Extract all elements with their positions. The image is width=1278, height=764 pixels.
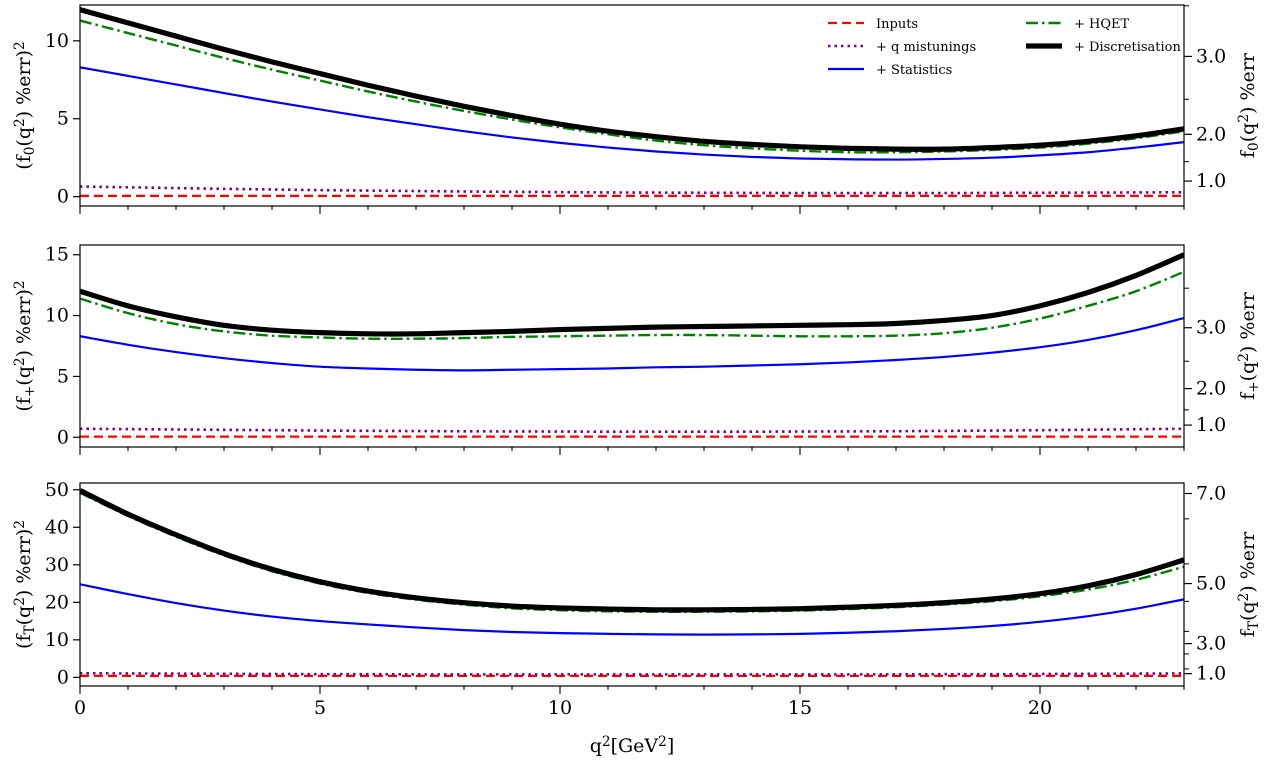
legend: Inputs + q mistunings + Statistics + HQET + … [828, 17, 1181, 78]
series-line-discretisation [80, 252, 1184, 337]
panel-1: 0 5 10 1.0 2.0 3.0 (f0​(q2​) %err)2​ f0​(q2​) %… [12, 4, 1262, 214]
legend-label: + q mistunings [876, 40, 976, 55]
y-tick-label: 0 [57, 666, 69, 688]
panel-2: 0 5 10 15 1.0 2.0 3.0 (f+​(q2​) %err)2​ f+​(q2​)… [12, 244, 1262, 455]
legend-label: + Statistics [876, 63, 952, 78]
right-y-tick-label: 3.0 [1196, 317, 1226, 339]
right-y-tick-label: 3.0 [1196, 45, 1226, 67]
series-line-discretisation [80, 488, 1184, 613]
y-tick-label: 30 [45, 554, 69, 576]
y-tick-label: 5 [57, 365, 69, 387]
right-y-tick-label: 2.0 [1196, 123, 1226, 145]
series-line-statistics [80, 583, 1184, 636]
right-y-tick-label: 7.0 [1196, 483, 1226, 505]
right-y-axis-label: f0​(q2​) %err [1236, 52, 1261, 158]
x-axis-label: q2​[GeV2​] [590, 734, 675, 757]
panel-3: 0 10 20 30 40 50 1.0 3.0 5.0 7.0 (fT​(q2​) %err)2​… [12, 479, 1262, 694]
x-tick-label: 10 [548, 697, 572, 719]
series-line-statistics [80, 316, 1184, 372]
x-tick-label: 20 [1028, 697, 1052, 719]
y-tick-label: 10 [45, 30, 69, 52]
right-y-tick-label: 1.0 [1196, 414, 1226, 436]
right-y-tick-label: 1.0 [1196, 170, 1226, 192]
y-tick-label: 5 [57, 108, 69, 130]
legend-label: Inputs [876, 17, 918, 32]
y-tick-label: 0 [57, 426, 69, 448]
y-tick-label: 20 [45, 591, 69, 613]
right-y-tick-label: 1.0 [1196, 663, 1226, 685]
series-line-statistics [80, 66, 1184, 161]
series-line-q-mistunings [80, 185, 1184, 195]
y-tick-label: 10 [45, 305, 69, 327]
legend-label: + HQET [1074, 17, 1130, 32]
x-tick-label: 5 [314, 697, 326, 719]
series-line-discretisation [80, 7, 1184, 152]
series-line-q-mistunings [80, 671, 1184, 676]
y-tick-label: 0 [57, 186, 69, 208]
y-axis-label: (f+​(q2​) %err)2​ [12, 280, 37, 411]
right-y-tick-label: 5.0 [1196, 573, 1226, 595]
right-y-axis-label: f+​(q2​) %err [1236, 291, 1261, 400]
right-y-tick-label: 3.0 [1196, 633, 1226, 655]
y-axis-label: (fT​(q2​) %err)2​ [12, 520, 37, 649]
y-tick-label: 10 [45, 629, 69, 651]
plot-frame [79, 482, 1185, 687]
y-tick-label: 50 [45, 479, 69, 501]
right-y-axis-label: fT​(q2​) %err [1236, 531, 1261, 637]
plot-frame [79, 4, 1185, 207]
plot-frame [79, 244, 1185, 448]
right-y-tick-label: 2.0 [1196, 378, 1226, 400]
series-group [80, 488, 1184, 677]
series-line-hqet [80, 270, 1184, 341]
x-tick-label: 15 [788, 697, 812, 719]
y-axis-label: (f0​(q2​) %err)2​ [12, 41, 37, 169]
series-line-q-mistunings [80, 427, 1184, 433]
series-group [80, 7, 1184, 197]
y-tick-label: 15 [45, 244, 69, 266]
y-tick-label: 40 [45, 516, 69, 538]
x-tick-label: 0 [74, 697, 86, 719]
legend-label: + Discretisation [1074, 40, 1181, 55]
series-group [80, 252, 1184, 438]
